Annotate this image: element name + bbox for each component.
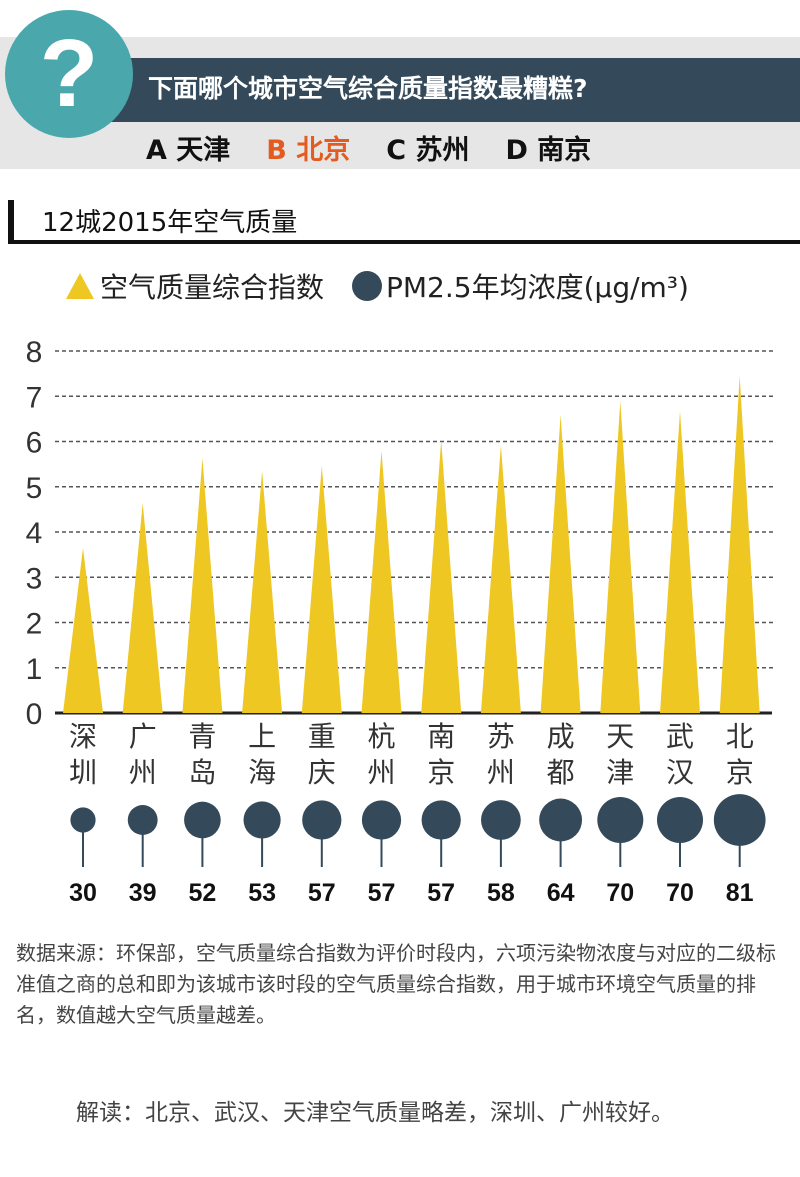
question-bar bbox=[110, 58, 800, 122]
y-tick-label: 5 bbox=[26, 472, 43, 505]
index-triangle bbox=[480, 445, 521, 713]
y-tick-label: 3 bbox=[26, 562, 43, 595]
city-label: 青 bbox=[188, 720, 216, 753]
city-label: 津 bbox=[606, 756, 634, 789]
pm25-circle bbox=[539, 798, 583, 842]
pm25-circle bbox=[657, 797, 703, 843]
city-label: 苏 bbox=[487, 720, 515, 753]
index-triangle bbox=[660, 411, 700, 713]
index-triangle bbox=[540, 414, 581, 713]
y-tick-label: 6 bbox=[26, 427, 43, 460]
pm25-value: 39 bbox=[129, 879, 157, 907]
legend-triangle-label: 空气质量综合指数 bbox=[100, 271, 325, 304]
city-label: 广 bbox=[129, 720, 157, 753]
y-tick-label: 0 bbox=[26, 698, 43, 731]
index-triangle bbox=[182, 458, 223, 713]
pm25-value: 52 bbox=[188, 879, 216, 907]
chart-legend: 空气质量综合指数 PM2.5年均浓度(μg/m³) bbox=[66, 266, 689, 306]
index-triangle bbox=[361, 451, 402, 713]
city-label: 北 bbox=[726, 720, 754, 753]
city-label: 州 bbox=[129, 756, 157, 789]
pm25-value: 57 bbox=[427, 879, 455, 907]
pm25-circle bbox=[421, 800, 461, 840]
city-label: 汉 bbox=[666, 756, 694, 789]
pm25-value: 58 bbox=[487, 879, 515, 907]
option-a: A 天津 bbox=[146, 135, 231, 166]
option-c: C 苏州 bbox=[386, 135, 470, 166]
y-tick-label: 2 bbox=[26, 608, 43, 641]
y-tick-label: 4 bbox=[26, 517, 43, 550]
city-label: 海 bbox=[248, 756, 276, 789]
city-label: 上 bbox=[248, 720, 276, 753]
pm25-value: 57 bbox=[308, 879, 336, 907]
city-label: 庆 bbox=[308, 756, 336, 789]
city-label: 杭 bbox=[367, 720, 395, 753]
city-label: 重 bbox=[308, 720, 336, 753]
index-triangle bbox=[242, 470, 283, 713]
pm25-value: 53 bbox=[248, 879, 276, 907]
y-tick-label: 1 bbox=[26, 653, 43, 686]
index-triangle bbox=[122, 503, 163, 713]
pm25-circle bbox=[70, 807, 96, 833]
index-triangle bbox=[63, 547, 103, 713]
pm25-value: 70 bbox=[666, 879, 694, 907]
city-label: 京 bbox=[726, 756, 754, 789]
city-label: 圳 bbox=[69, 756, 97, 789]
index-triangle bbox=[600, 400, 641, 713]
pm25-circle bbox=[184, 801, 221, 839]
index-triangle bbox=[719, 375, 760, 713]
circle-legend-icon bbox=[352, 271, 383, 301]
question-text: 下面哪个城市空气综合质量指数最糟糕? bbox=[148, 74, 588, 103]
option-b: B 北京 bbox=[266, 135, 351, 166]
pm25-circle bbox=[597, 797, 644, 843]
city-label: 州 bbox=[487, 756, 515, 789]
index-triangle bbox=[301, 465, 342, 713]
pm25-value: 64 bbox=[547, 879, 575, 907]
city-label: 南 bbox=[427, 720, 455, 753]
triangle-legend-icon bbox=[66, 273, 94, 299]
city-label: 岛 bbox=[188, 756, 216, 789]
pm25-circle bbox=[713, 794, 766, 846]
section-title: 12城2015年空气质量 bbox=[42, 208, 298, 238]
pm25-value: 57 bbox=[368, 879, 396, 907]
pm25-circle bbox=[243, 801, 281, 839]
pm25-value: 81 bbox=[726, 879, 754, 907]
legend-circle-label: PM2.5年均浓度(μg/m³) bbox=[386, 271, 689, 304]
city-label: 成 bbox=[547, 720, 575, 753]
city-label: 州 bbox=[367, 756, 395, 789]
pm25-value: 70 bbox=[606, 879, 634, 907]
section-header: 12城2015年空气质量 bbox=[8, 200, 800, 244]
source-note: 数据来源：环保部，空气质量综合指数为评价时段内，六项污染物浓度与对应的二级标准值… bbox=[16, 941, 776, 1027]
pm25-value: 30 bbox=[69, 879, 97, 907]
y-tick-label: 7 bbox=[26, 381, 43, 414]
chart: 012345678深圳30广州39青岛52上海53重庆57杭州57南京57苏州5… bbox=[26, 336, 775, 907]
city-label: 武 bbox=[666, 720, 694, 753]
answer-options: A 天津 B 北京 C 苏州 D 南京 bbox=[146, 128, 591, 167]
index-triangle bbox=[421, 440, 462, 713]
city-label: 京 bbox=[427, 756, 455, 789]
city-label: 天 bbox=[606, 720, 634, 753]
city-label: 都 bbox=[547, 756, 575, 789]
y-tick-label: 8 bbox=[26, 336, 43, 369]
question-mark-icon: ? bbox=[5, 10, 133, 138]
option-d: D 南京 bbox=[505, 135, 592, 166]
pm25-circle bbox=[361, 800, 402, 840]
pm25-circle bbox=[127, 805, 158, 835]
pm25-circle bbox=[302, 800, 342, 840]
pm25-circle bbox=[481, 800, 521, 840]
interpretation: 解读：北京、武汉、天津空气质量略差，深圳、广州较好。 bbox=[76, 1100, 674, 1126]
city-label: 深 bbox=[69, 720, 97, 753]
